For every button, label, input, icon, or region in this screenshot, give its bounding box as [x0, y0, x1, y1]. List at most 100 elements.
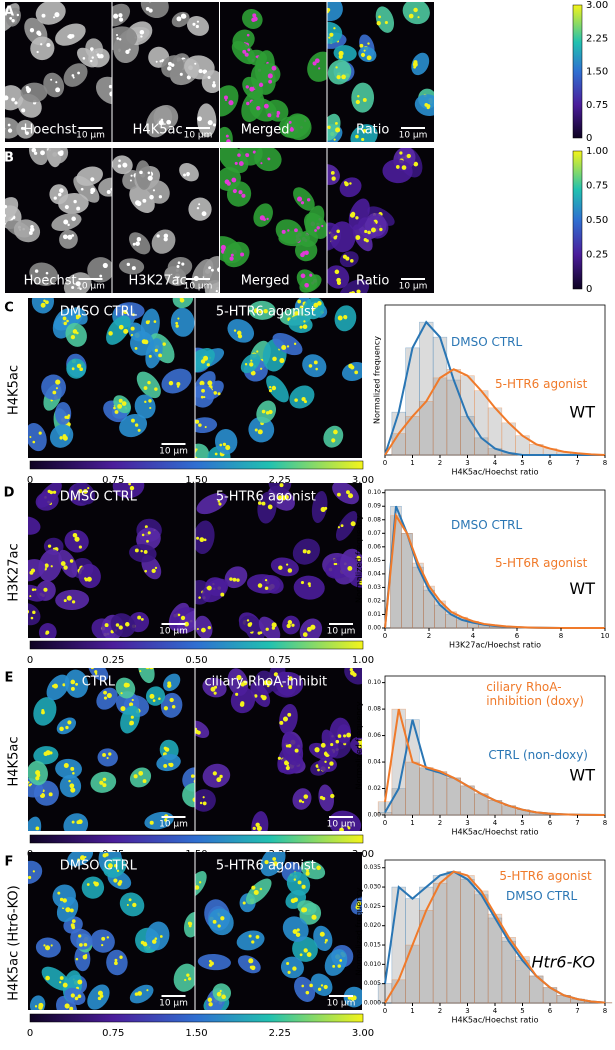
speck	[210, 686, 216, 692]
panel-letter: F	[5, 855, 14, 870]
series-label-text: 5-HT6R agonist	[495, 556, 588, 571]
speck	[200, 395, 204, 399]
y-tick-label: 0.02	[368, 597, 382, 604]
nucleus	[13, 219, 41, 243]
colorbar-tick-label: 3.00	[352, 1028, 374, 1039]
speck	[292, 966, 297, 971]
speck	[285, 765, 290, 771]
speck	[208, 1002, 213, 1007]
y-tick-label: 0.10	[368, 489, 382, 496]
speck	[108, 84, 112, 89]
speck	[55, 81, 58, 84]
histogram-bar	[460, 875, 475, 1004]
speck	[324, 941, 327, 944]
speck	[43, 944, 46, 947]
nuclei	[28, 483, 195, 638]
scale-bar-label: 10 µm	[159, 627, 188, 637]
histogram-bar	[391, 433, 406, 456]
chart-note: WT	[569, 766, 595, 785]
histogram-bar	[419, 767, 434, 816]
speck	[184, 621, 189, 627]
speck	[87, 487, 90, 490]
speck	[232, 188, 237, 194]
speck	[198, 203, 201, 206]
speck	[5, 128, 6, 130]
speck	[31, 148, 37, 153]
speck	[55, 387, 58, 390]
speck	[350, 521, 356, 527]
speck	[296, 196, 303, 202]
speck	[72, 76, 75, 79]
nucleus	[329, 221, 356, 253]
y-tick-label: 0.03	[368, 584, 382, 591]
speck	[66, 595, 72, 601]
nucleus	[411, 52, 430, 76]
nucleus	[272, 332, 303, 356]
speck	[364, 229, 368, 234]
speck	[102, 753, 106, 757]
speck	[254, 694, 258, 698]
nucleus	[195, 520, 215, 555]
speck	[196, 627, 199, 631]
speck	[242, 901, 246, 905]
speck	[359, 580, 362, 585]
nucleus	[250, 63, 276, 95]
speck	[175, 321, 179, 325]
x-tick-label: 2	[438, 1007, 442, 1015]
speck	[265, 627, 269, 631]
speck	[57, 151, 62, 155]
speck	[217, 924, 221, 928]
speck	[301, 884, 306, 889]
y-tick-label: 0.000	[364, 1000, 381, 1007]
nucleus	[352, 224, 373, 252]
speck	[294, 311, 299, 316]
speck	[302, 632, 308, 637]
series-label-text: 5-HTR6 agonist	[499, 868, 592, 883]
colorbar-tick-label: 2.25	[586, 33, 608, 44]
nucleus	[220, 126, 233, 142]
speck	[359, 43, 364, 48]
speck	[264, 860, 269, 865]
speck	[259, 631, 263, 634]
speck	[199, 537, 205, 543]
x-tick-label: 2	[438, 459, 442, 467]
speck	[294, 228, 298, 233]
speck	[179, 298, 183, 299]
speck	[7, 123, 11, 127]
panel-letter: B	[4, 151, 14, 166]
speck	[59, 897, 64, 902]
speck	[333, 138, 336, 141]
speck	[212, 81, 216, 84]
nucleus	[31, 298, 55, 314]
speck	[271, 622, 277, 628]
nuclei	[195, 483, 362, 638]
y-tick-label: 0.06	[368, 543, 382, 550]
speck	[212, 123, 217, 127]
nucleus	[339, 279, 370, 293]
speck	[14, 101, 18, 105]
x-tick-label: 4	[471, 632, 476, 640]
speck	[341, 74, 346, 80]
speck	[267, 504, 273, 510]
nucleus	[35, 2, 66, 25]
speck	[210, 268, 214, 272]
nucleus	[197, 953, 231, 971]
y-axis-label: Normalized frequency	[355, 701, 364, 789]
speck	[99, 274, 103, 278]
speck	[356, 555, 361, 560]
scale-bar-label: 10 µm	[399, 282, 428, 292]
speck	[113, 406, 116, 410]
speck	[118, 17, 124, 22]
histogram-bar	[405, 944, 420, 1004]
speck	[140, 549, 143, 553]
speck	[328, 36, 331, 39]
speck	[345, 256, 350, 261]
colorbar	[29, 834, 364, 844]
speck	[252, 13, 257, 18]
speck	[279, 483, 284, 488]
speck	[106, 936, 110, 939]
speck	[68, 779, 71, 783]
nucleus	[28, 516, 41, 535]
speck	[194, 62, 197, 65]
speck	[25, 131, 29, 135]
